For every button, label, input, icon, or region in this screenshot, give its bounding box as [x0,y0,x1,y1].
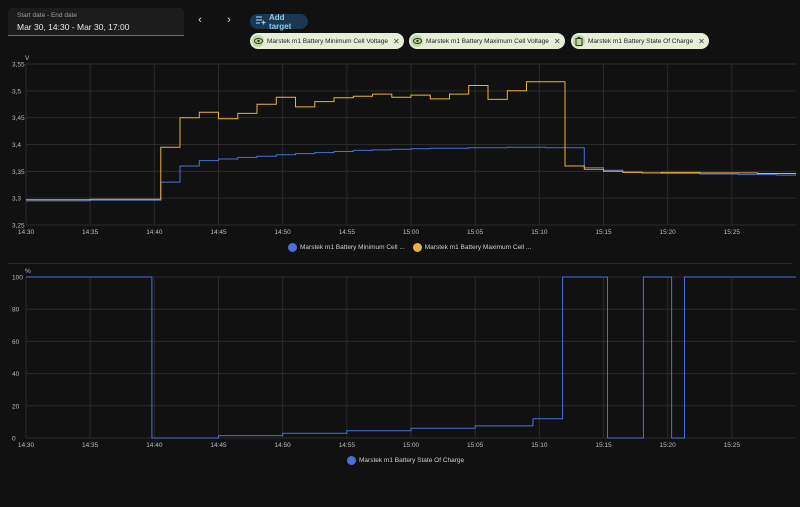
x-tick-label: 14:40 [146,442,163,449]
target-chip-label: Marstek m1 Battery Minimum Cell Voltage [267,37,389,45]
add-target-label: Add target [269,12,292,31]
legend-item-max-voltage[interactable]: Marstek m1 Battery Maximum Cell ... [412,243,532,252]
y-tick-label: 3,55 [12,62,25,69]
x-tick-label: 15:00 [403,442,420,449]
voltage-chart: V 3,25 3,3 3,35 3,4 3,45 3,5 3,55 14:30 14:35 14:4… [12,55,796,236]
x-tick-label: 15:05 [467,442,484,449]
y-tick-label: 3,25 [12,223,25,230]
x-tick-label: 14:45 [210,229,227,236]
playlist-plus-icon [256,16,266,27]
x-tick-label: 14:50 [275,442,292,449]
chevron-left-icon: ‹ [198,14,202,26]
date-range-picker[interactable]: Start date - End date Mar 30, 14:30 - Ma… [8,8,184,36]
y-tick-label: 80 [12,307,20,314]
legend-dot [347,456,356,465]
next-period-button[interactable]: › [221,12,237,28]
legend-dot [288,243,297,252]
legend-label: Marstek m1 Battery Minimum Cell ... [300,244,405,251]
y-tick-label: 0 [12,436,16,443]
x-tick-label: 15:00 [403,229,420,236]
y-tick-label: 3,3 [12,196,21,203]
series-line-1 [26,81,796,201]
y-tick-label: 3,5 [12,88,21,95]
legend-label: Marstek m1 Battery State Of Charge [359,457,465,464]
x-tick-label: 14:45 [210,442,227,449]
close-icon[interactable]: ✕ [393,36,400,46]
x-tick-label: 15:20 [660,442,677,449]
legend-item-state-of-charge[interactable]: Marstek m1 Battery State Of Charge [347,456,464,465]
target-chip-label: Marstek m1 Battery State Of Charge [588,37,694,45]
x-tick-label: 14:55 [339,229,356,236]
legend-item-min-voltage[interactable]: Marstek m1 Battery Minimum Cell ... [288,243,405,252]
y-tick-label: 40 [12,371,20,378]
axis-unit-label: % [25,268,31,275]
target-chip-max-voltage[interactable]: Marstek m1 Battery Maximum Cell Voltage … [409,33,565,49]
date-range-value: Mar 30, 14:30 - Mar 30, 17:00 [17,22,130,32]
voltage-chart-legend: Marstek m1 Battery Minimum Cell ... Mars… [288,243,539,252]
y-tick-label: 3,4 [12,142,21,149]
y-tick-label: 3,45 [12,115,25,122]
x-tick-label: 15:15 [595,229,612,236]
y-tick-label: 20 [12,403,20,410]
x-tick-label: 14:30 [18,442,35,449]
add-target-button[interactable]: Add target [250,12,308,31]
target-chip-label: Marstek m1 Battery Maximum Cell Voltage [426,37,549,45]
target-chip-state-of-charge[interactable]: Marstek m1 Battery State Of Charge ✕ [571,33,709,49]
x-tick-label: 14:35 [82,229,99,236]
series-line-0 [26,276,796,439]
x-tick-label: 15:05 [467,229,484,236]
eye-icon [411,35,423,47]
x-tick-label: 14:55 [339,442,356,449]
axis-unit-label: V [25,55,30,62]
x-tick-label: 15:15 [595,442,612,449]
legend-dot [412,243,422,252]
x-tick-label: 14:50 [275,229,292,236]
x-tick-label: 15:10 [531,229,548,236]
x-tick-label: 15:20 [660,229,677,236]
y-tick-label: 60 [12,339,20,346]
soc-chart-legend: Marstek m1 Battery State Of Charge [347,456,472,465]
date-range-label: Start date - End date [17,12,77,19]
x-tick-label: 14:40 [146,229,163,236]
x-tick-label: 14:35 [82,442,99,449]
eye-icon [252,35,264,47]
x-tick-label: 15:25 [724,229,741,236]
chevron-right-icon: › [227,14,231,26]
x-tick-label: 15:25 [724,442,741,449]
x-tick-label: 15:10 [531,442,548,449]
chart-divider [8,263,792,264]
x-tick-label: 14:30 [18,229,35,236]
battery-icon [573,35,585,47]
previous-period-button[interactable]: ‹ [192,12,208,28]
legend-label: Marstek m1 Battery Maximum Cell ... [424,244,532,251]
target-chip-min-voltage[interactable]: Marstek m1 Battery Minimum Cell Voltage … [250,33,404,49]
close-icon[interactable]: ✕ [698,36,705,46]
y-tick-label: 100 [12,275,23,282]
y-tick-label: 3,35 [12,169,25,176]
close-icon[interactable]: ✕ [553,36,561,46]
state-of-charge-chart: % 0 20 40 60 80 100 14:30 14:35 14:40 14:45 14:50 14… [12,268,796,449]
